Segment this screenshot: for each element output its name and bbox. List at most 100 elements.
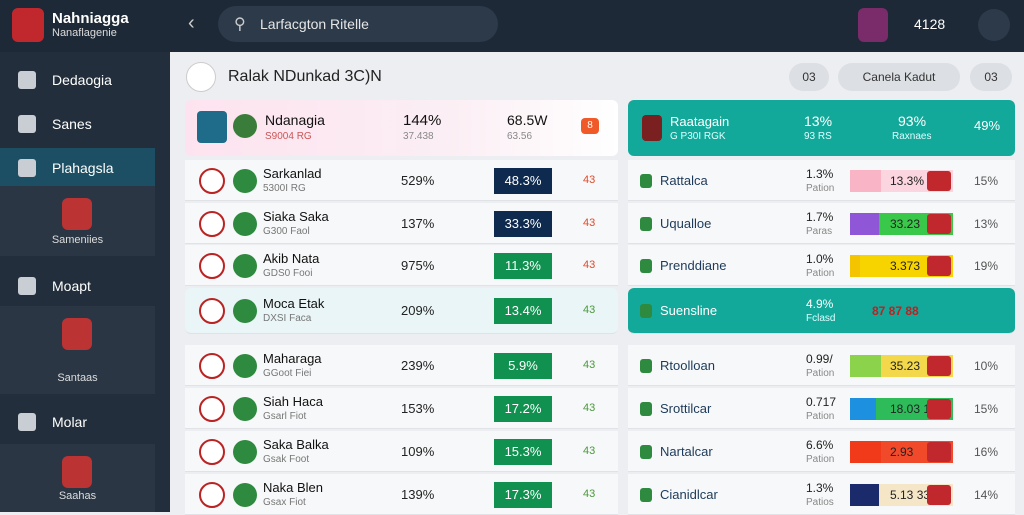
header-logo [186,62,216,92]
sub: S9004 RG [265,131,312,142]
sub: Pation [806,267,835,279]
logo [12,8,44,42]
nav-label: Sanes [52,116,92,132]
team-logo [199,210,225,237]
end: 19% [974,258,999,273]
avatar [197,111,227,143]
end: 15% [974,173,999,188]
nav-label: Moapt [52,278,91,294]
pct: 109% [401,443,435,459]
name: Prenddiane [660,257,727,273]
club-logo [233,253,257,278]
bar-segment [850,254,861,277]
bar-segment [850,169,881,192]
sub: DXSI Faca [263,313,312,324]
card-label: Saahas [58,490,97,502]
pct-sub: 37.438 [403,131,434,142]
header-button[interactable]: 03 [970,63,1012,91]
small: 43 [583,444,596,457]
card: Sameniies [0,186,155,256]
player-row[interactable]: Siah Haca Gsarl Fiot 153% 17.2% 43 [185,388,618,429]
player-row[interactable]: Moca Etak DXSI Faca 209% 13.4% 43 [185,288,618,334]
bar-segment [850,440,881,463]
team-row[interactable]: Cianidlcar 1.3% Patios 5.13 33 14% [628,474,1015,515]
team-logo [199,352,225,379]
pct: 0.99/ [806,351,833,366]
nav-icon [18,115,36,133]
small: 43 [583,304,596,316]
bar-text: 2.93 [890,444,914,459]
team-row[interactable]: Srottilcar 0.717 Pation 18.03 139 15% [628,388,1015,429]
small: 43 [583,216,596,229]
card-icon [62,198,92,230]
club-logo [233,353,257,378]
player-row[interactable]: Naka Blen Gsax Fiot 139% 17.3% 43 [185,474,618,515]
nav-item[interactable]: Molar [0,402,155,442]
bar: 3.373 [850,254,953,277]
bar: 18.03 139 [850,397,953,420]
back[interactable]: ‹ [188,12,195,34]
header-button[interactable]: 03 [789,63,829,91]
nav-item[interactable]: Sanes [0,104,155,144]
team-row[interactable]: Prenddiane 1.0% Pation 3.373 19% [628,245,1015,286]
nav-item[interactable]: Dedaogia [0,60,155,100]
name: Siaka Saka [263,208,329,224]
bar: 2.93 [850,440,953,463]
bar-segment [850,212,879,235]
value: 93% [898,113,927,129]
team-logo [199,481,225,508]
player-row[interactable]: Saka Balka Gsak Foot 109% 15.3% 43 [185,431,618,472]
bar-text: 35.23 [890,358,921,373]
nav-item[interactable]: Moapt [0,266,155,306]
bar-badge [927,255,951,276]
name: Naka Blen [263,479,323,495]
pct: 1.3% [806,166,834,181]
sub: Gsak Foot [263,453,310,465]
sub: Gsax Fiot [263,496,306,508]
count: 4128 [914,16,946,32]
team-row[interactable]: Rtoolloan 0.99/Pation 35.23 10% [628,345,1015,386]
pct: 13% [804,113,833,129]
team-logo [233,114,257,138]
player-row[interactable]: Maharaga GGoot Fiei 239% 5.9% 43 [185,345,618,386]
team-row[interactable]: Nartalcar 6.6% Pation 2.93 16% [628,431,1015,472]
name: Srottilcar [660,400,712,416]
sub: Gsarl Fiot [263,410,307,422]
pct: 153% [401,400,435,416]
team-row[interactable]: Suensline 4.9% Fclasd 87 87 88 [628,288,1015,334]
card: Santaas [0,306,155,394]
team-logo [199,252,225,279]
player-row[interactable]: Sarkanlad 5300I RG 529% 48.3% 43 [185,160,618,201]
header-title: Ralak NDunkad 3C)N [228,68,382,85]
name: Rtoolloan [660,357,715,373]
team-row[interactable]: Uqualloe 1.7% Paras 33.23 13% [628,203,1015,244]
featured-row: Ndanagia S9004 RG 144% 37.438 68.5W 63.56 8 [185,100,618,156]
search-icon: ⚲ [234,16,246,33]
value-box: 17.3% [494,481,552,508]
right-panel: Raatagain G P30I RGK 13% 93 RS 93% Raxnaes 49%… [628,100,1015,515]
search[interactable]: ⚲ Larfacgton Ritelle [218,6,498,42]
small: 43 [583,258,596,271]
bar-segment [850,397,876,420]
icon [640,444,652,459]
end: 49% [974,118,1001,133]
card-icon [62,318,92,350]
pct: 4.9% [806,297,834,311]
pct: 137% [401,215,435,231]
nav-item[interactable]: Plahagsla [0,148,155,188]
name: Uqualloe [660,215,712,231]
small: 43 [583,401,596,414]
name: Cianidlcar [660,486,718,502]
team-row[interactable]: Rattalca 1.3% Pation 13.3% 15% [628,160,1015,201]
sub: Pation [806,410,835,422]
icon [640,304,652,318]
header-button[interactable]: Canela Kadut [838,63,960,91]
card-icon [62,456,92,488]
bar: 5.13 33 [850,483,953,506]
player-row[interactable]: Akib Nata GDS0 Fooi 975% 11.3% 43 [185,245,618,286]
team-logo [199,167,225,194]
menu[interactable] [978,9,1010,41]
player-row[interactable]: Siaka Saka G300 Faol 137% 33.3% 43 [185,203,618,244]
club-logo [233,299,257,323]
nav-icon [18,413,36,431]
